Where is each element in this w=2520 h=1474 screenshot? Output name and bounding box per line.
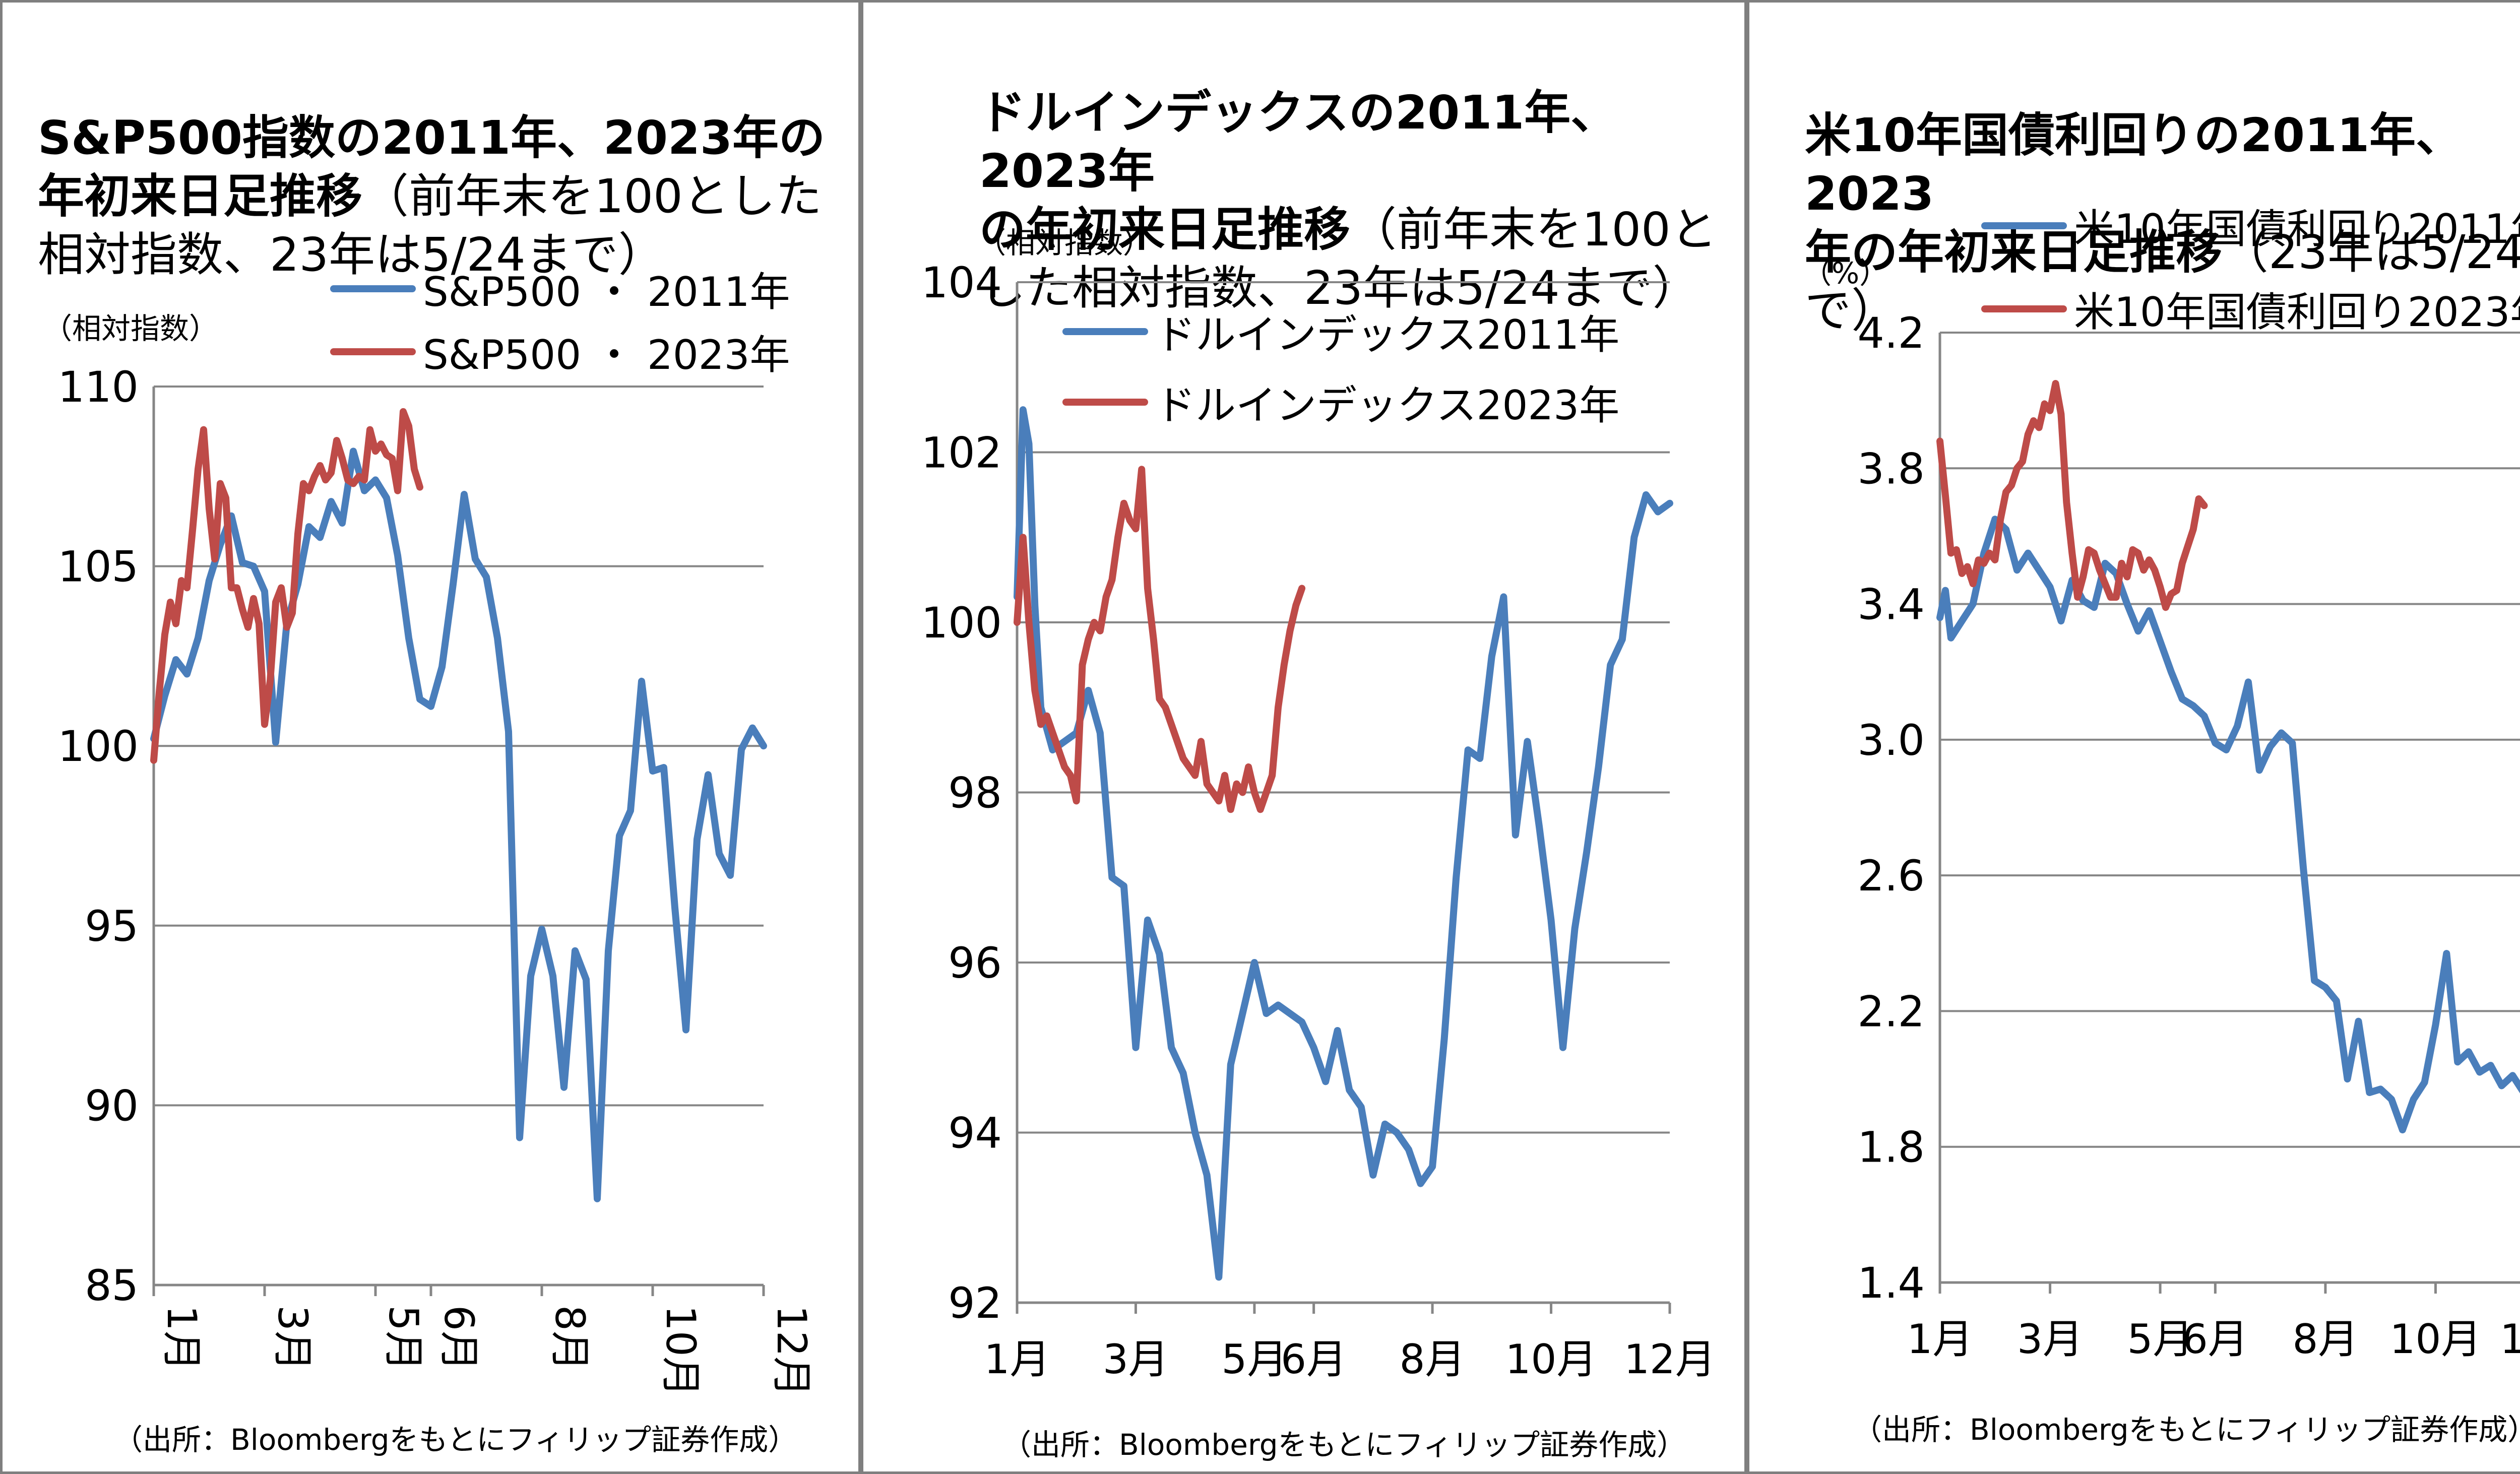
legend-swatch [1062, 328, 1148, 335]
x-tick-label: 6月 [2182, 1316, 2248, 1363]
x-tick-label: 8月 [546, 1305, 593, 1371]
y-tick-label: 110 [58, 362, 139, 412]
x-tick-label: 1月 [1907, 1316, 1973, 1363]
chart-subtitle: （前年末を100とした相対指数、23年は5/24まで） [38, 169, 822, 282]
legend-label: ドルインデックス2011年 [1155, 311, 1620, 358]
x-tick-label: 8月 [1400, 1336, 1466, 1383]
legend-item-2023: S&P500 ・ 2023年 [330, 323, 790, 381]
y-tick-label: 92 [948, 1278, 1002, 1328]
series-line-2011 [1936, 516, 2520, 1134]
y-axis-label: （相対指数） [977, 226, 1153, 260]
y-tick-label: 90 [85, 1081, 139, 1130]
y-tick-label: 100 [58, 722, 139, 771]
legend-label: ドルインデックス2023年 [1155, 382, 1620, 429]
legend-label: 米10年国債利回り2023年 [2074, 289, 2520, 336]
series-line-2023 [150, 408, 423, 764]
chart-subtitle: （前年末を100とした相対指数、23年は5/24まで） [979, 203, 1717, 315]
y-tick-label: 94 [948, 1109, 1002, 1158]
x-tick-label: 12月 [768, 1305, 815, 1397]
y-tick-label: 3.4 [1857, 580, 1925, 629]
x-tick-label: 10月 [1505, 1336, 1597, 1383]
x-tick-label: 8月 [2292, 1316, 2358, 1363]
y-tick-label: 4.2 [1857, 308, 1925, 358]
series-line-2023 [1014, 466, 1306, 813]
chart-title: 米10年国債利回りの2011年、2023 年の年初来日足推移（23年は5/24ま… [1805, 48, 2520, 340]
x-tick-label: 3月 [269, 1305, 316, 1371]
y-axis-label: （%） [1802, 256, 1889, 290]
legend-swatch [330, 285, 416, 292]
x-tick-label: 6月 [1281, 1336, 1347, 1383]
y-tick-label: 96 [948, 938, 1002, 988]
source-note: （出所：Bloombergをもとにフィリップ証券作成） [113, 1423, 798, 1457]
series-line-2011 [150, 447, 767, 1202]
y-tick-label: 2.2 [1857, 987, 1925, 1036]
y-tick-label: 1.4 [1857, 1258, 1925, 1308]
legend-item-2023: 米10年国債利回り2023年 [1981, 280, 2520, 338]
legend-label: S&P500 ・ 2023年 [423, 332, 790, 378]
chart-subtitle: （23年は5/24まで） [1805, 225, 2520, 338]
source-note: （出所：Bloombergをもとにフィリップ証券作成） [1853, 1413, 2520, 1447]
panel-us10y-yield: 米10年国債利回りの2011年、2023 年の年初来日足推移（23年は5/24ま… [1747, 0, 2520, 1474]
legend-item-2011: S&P500 ・ 2011年 [330, 260, 790, 318]
x-tick-label: 12月 [1624, 1336, 1716, 1383]
x-tick-label: 5月 [2127, 1316, 2193, 1363]
y-tick-label: 1.8 [1857, 1123, 1925, 1172]
legend-item-2011: ドルインデックス2011年 [1062, 302, 1619, 361]
x-tick-label: 10月 [657, 1305, 704, 1397]
legend-label: S&P500 ・ 2011年 [423, 269, 790, 315]
y-tick-label: 102 [921, 428, 1002, 478]
legend-swatch [1981, 222, 2067, 229]
x-tick-label: 12月 [2500, 1316, 2520, 1363]
y-axis-label: （相対指数） [43, 311, 219, 346]
y-tick-label: 105 [58, 542, 139, 592]
y-tick-label: 95 [85, 902, 139, 951]
x-tick-label: 1月 [158, 1305, 205, 1371]
x-tick-label: 6月 [435, 1305, 482, 1371]
y-tick-label: 98 [948, 768, 1002, 818]
x-tick-label: 5月 [380, 1305, 427, 1371]
source-note: （出所：Bloombergをもとにフィリップ証券作成） [1002, 1428, 1686, 1462]
chart-title: ドルインデックスの2011年、2023年 の年初来日足推移（前年末を100とした… [979, 86, 1717, 315]
legend-swatch [330, 348, 416, 355]
chart-plot: 85 90 95 100 105 110 1月 3月 5月 6月 8月 10月 12月 [58, 362, 815, 1397]
x-tick-label: 1月 [984, 1336, 1050, 1383]
y-tick-label: 3.0 [1857, 716, 1925, 765]
x-tick-label: 5月 [1221, 1336, 1287, 1383]
legend-swatch [1062, 399, 1148, 406]
y-tick-label: 2.6 [1857, 851, 1925, 901]
chart-title: S&P500指数の2011年、2023年の 年初来日足推移（前年末を100とした… [38, 111, 826, 282]
x-tick-label: 3月 [1103, 1336, 1169, 1383]
y-tick-label: 3.8 [1857, 444, 1925, 493]
y-tick-label: 104 [921, 258, 1002, 307]
y-tick-label: 100 [921, 598, 1002, 648]
panel-dollar-index: ドルインデックスの2011年、2023年 の年初来日足推移（前年末を100とした… [861, 0, 1747, 1474]
x-tick-label: 10月 [2390, 1316, 2482, 1363]
y-tick-label: 85 [85, 1261, 139, 1310]
x-tick-label: 3月 [2017, 1316, 2083, 1363]
legend-item-2011: 米10年国債利回り2011年 [1981, 197, 2520, 255]
series-line-2011 [1014, 406, 1673, 1281]
legend-item-2023: ドルインデックス2023年 [1062, 373, 1619, 431]
legend-swatch [1981, 305, 2067, 312]
legend-label: 米10年国債利回り2011年 [2074, 206, 2520, 252]
series-line-2023 [1936, 380, 2208, 611]
panel-sp500: S&P500指数の2011年、2023年の 年初来日足推移（前年末を100とした… [0, 0, 861, 1474]
